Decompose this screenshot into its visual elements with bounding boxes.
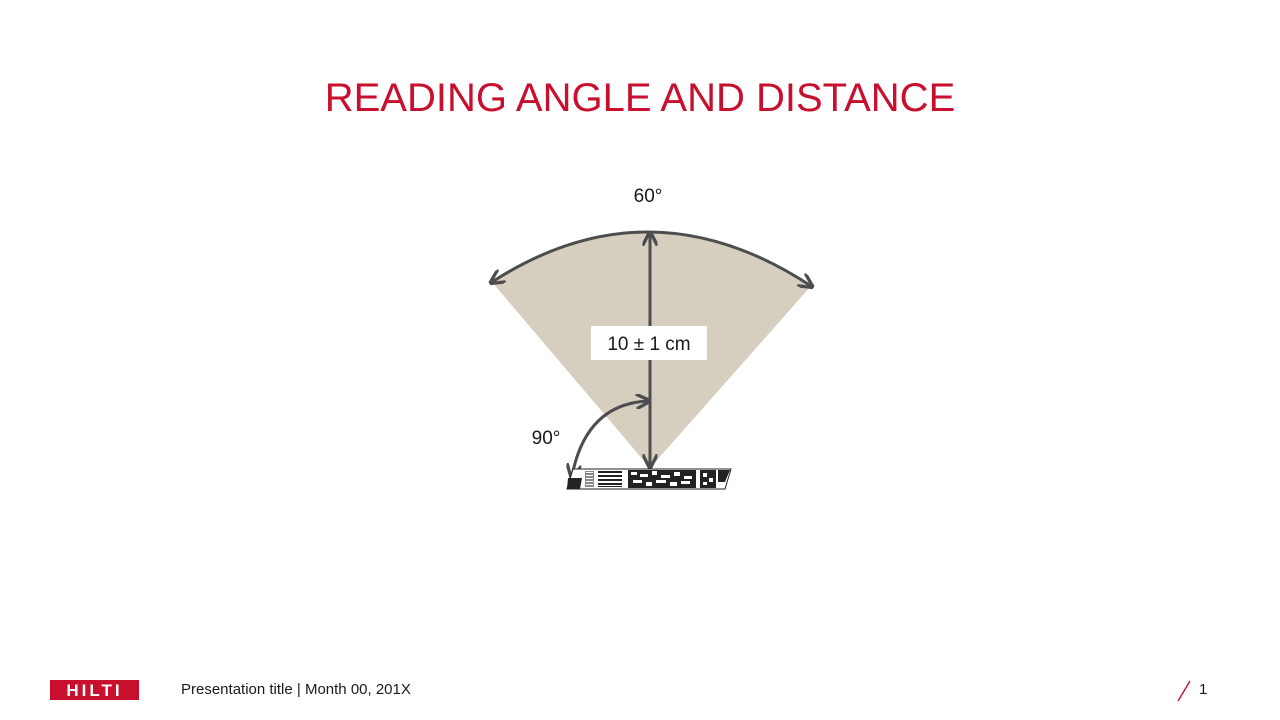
reading-angle-label: 60° [634,186,663,207]
slide-title: READING ANGLE AND DISTANCE [324,76,956,120]
logo-text: HILTI [66,681,122,700]
hilti-logo: HILTI [50,680,139,700]
tilt-angle-label: 90° [532,428,561,449]
slash-accent-icon [1177,680,1191,702]
tilt-arc-arrow [572,401,648,476]
distance-label-box [591,326,707,360]
distance-label: 10 ± 1 cm [607,334,690,355]
page-number: 1 [1199,681,1208,698]
presentation-info: Presentation title | Month 00, 201X [181,681,411,698]
barcode-tag-icon [566,468,732,490]
